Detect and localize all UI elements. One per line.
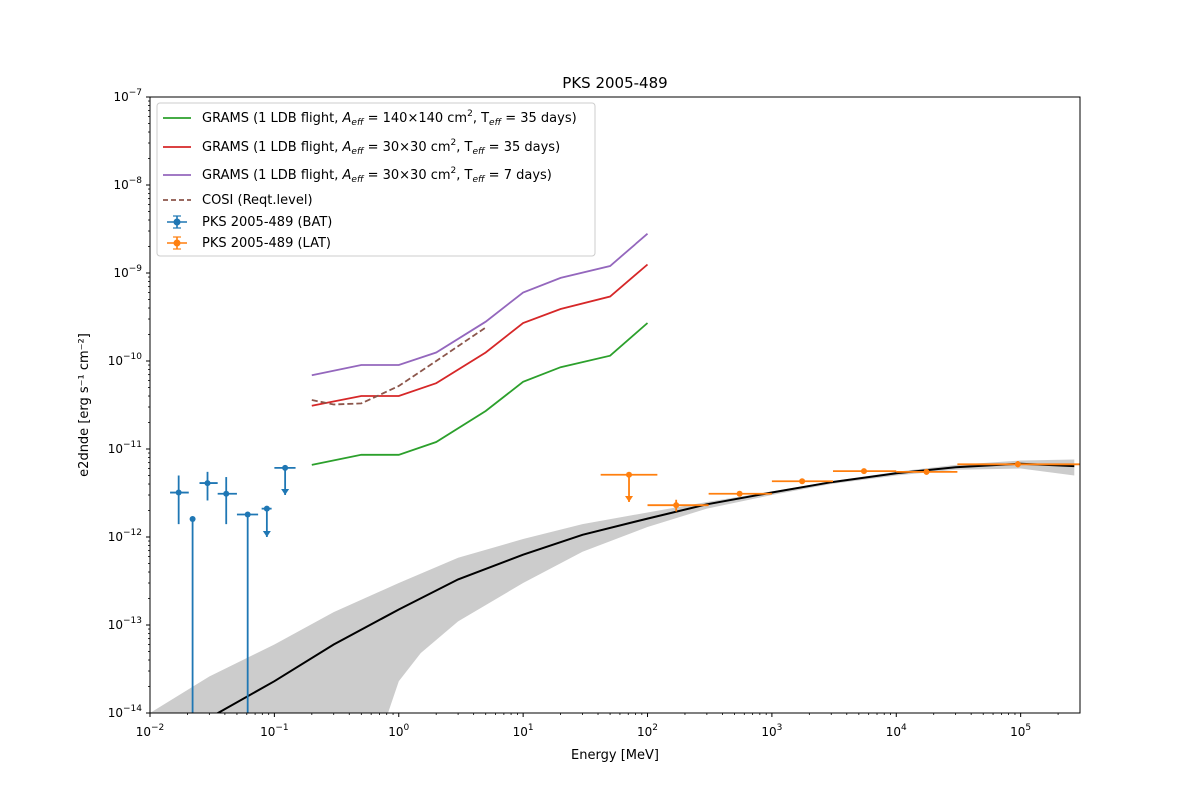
y-tick-label-7: 10−8 — [113, 176, 142, 192]
series-line-4 — [311, 326, 487, 406]
y-tick-label-4: 10−11 — [108, 440, 142, 456]
data-marker — [736, 490, 743, 497]
x-tick-label-3: 100 — [388, 723, 409, 739]
legend-marker — [173, 239, 181, 247]
data-marker — [223, 490, 230, 497]
data-point-1-6 — [261, 505, 272, 537]
data-marker — [673, 502, 680, 509]
data-point-2-5 — [833, 468, 897, 475]
data-marker — [860, 468, 867, 475]
x-tick-label-4: 101 — [513, 723, 534, 739]
y-axis-label: e2dnde [erg s⁻¹ cm⁻²] — [77, 333, 92, 477]
legend-box — [156, 102, 596, 257]
series-line-1 — [311, 322, 649, 466]
y-axis: 10−14 10−13 10−12 10−11 10−10 10−9 10−8 10−7 — [108, 88, 150, 720]
legend-label: PKS 2005-489 (BAT) — [202, 215, 332, 230]
x-tick-label-8: 105 — [1010, 723, 1031, 739]
legend-entry-5: PKS 2005-489 (BAT) — [167, 215, 332, 230]
data-point-2-1 — [600, 471, 658, 502]
y-tick-label-3: 10−12 — [108, 528, 142, 544]
legend-entry-4: COSI (Reqt.level) — [163, 193, 313, 208]
series-line-3 — [311, 233, 649, 377]
data-marker — [244, 511, 251, 518]
y-tick-label-8: 10−7 — [113, 88, 142, 104]
upper-limit-arrow — [281, 489, 290, 496]
legend-label: GRAMS (1 LDB flight, Aeff = 140×140 cm2,… — [202, 109, 577, 128]
data-point-1-7 — [274, 464, 296, 496]
upper-limit-arrow — [625, 495, 634, 502]
data-point-1-1 — [170, 475, 189, 525]
data-point-1-5 — [236, 511, 259, 713]
legend-entry-1: GRAMS (1 LDB flight, Aeff = 140×140 cm2,… — [163, 109, 577, 128]
y-tick-label-5: 10−10 — [108, 352, 143, 368]
legend-label: GRAMS (1 LDB flight, Aeff = 30×30 cm2, T… — [202, 166, 552, 185]
upper-limit-arrow — [262, 531, 271, 537]
x-tick-label-2: 10−1 — [260, 723, 289, 739]
data-point-2-6 — [896, 468, 958, 475]
legend-entry-2: GRAMS (1 LDB flight, Aeff = 30×30 cm2, T… — [163, 138, 560, 157]
data-marker — [923, 468, 930, 475]
x-axis: 10−2 10−1 100 101 102 103 104 105 — [136, 713, 1059, 739]
data-point-2-4 — [771, 478, 834, 485]
data-point-2-7 — [957, 461, 1080, 468]
data-marker — [263, 505, 270, 512]
x-tick-label-7: 104 — [886, 723, 907, 739]
x-axis-label: Energy [MeV] — [571, 748, 659, 763]
data-marker — [282, 464, 289, 471]
data-marker — [189, 516, 196, 523]
data-marker — [175, 489, 182, 496]
y-tick-label-1: 10−14 — [108, 704, 143, 720]
series-line-2 — [311, 263, 649, 407]
data-marker — [204, 480, 211, 487]
x-tick-label-6: 103 — [761, 723, 782, 739]
legend: GRAMS (1 LDB flight, Aeff = 140×140 cm2,… — [156, 102, 596, 257]
x-tick-label-1: 10−2 — [136, 723, 165, 739]
plot-area — [150, 233, 1080, 713]
legend-entry-6: PKS 2005-489 (LAT) — [167, 236, 331, 251]
y-tick-label-6: 10−9 — [113, 264, 142, 280]
x-tick-label-5: 102 — [637, 723, 658, 739]
legend-entry-3: GRAMS (1 LDB flight, Aeff = 30×30 cm2, T… — [163, 166, 552, 185]
legend-marker — [173, 218, 181, 226]
legend-label: COSI (Reqt.level) — [202, 193, 313, 208]
data-point-1-3 — [199, 471, 218, 501]
data-point-1-4 — [217, 477, 237, 525]
legend-label: GRAMS (1 LDB flight, Aeff = 30×30 cm2, T… — [202, 138, 560, 157]
data-point-2-3 — [708, 490, 772, 497]
y-tick-label-2: 10−13 — [108, 616, 142, 632]
axes-frame — [149, 96, 1081, 714]
data-marker — [1014, 461, 1021, 468]
data-point-1-2 — [189, 516, 196, 713]
data-marker — [626, 471, 633, 478]
data-marker — [799, 478, 806, 485]
legend-label: PKS 2005-489 (LAT) — [202, 236, 331, 251]
data-point-2-2 — [647, 499, 709, 512]
chart-title: PKS 2005-489 — [562, 74, 667, 92]
model-uncertainty-band — [150, 459, 1075, 713]
